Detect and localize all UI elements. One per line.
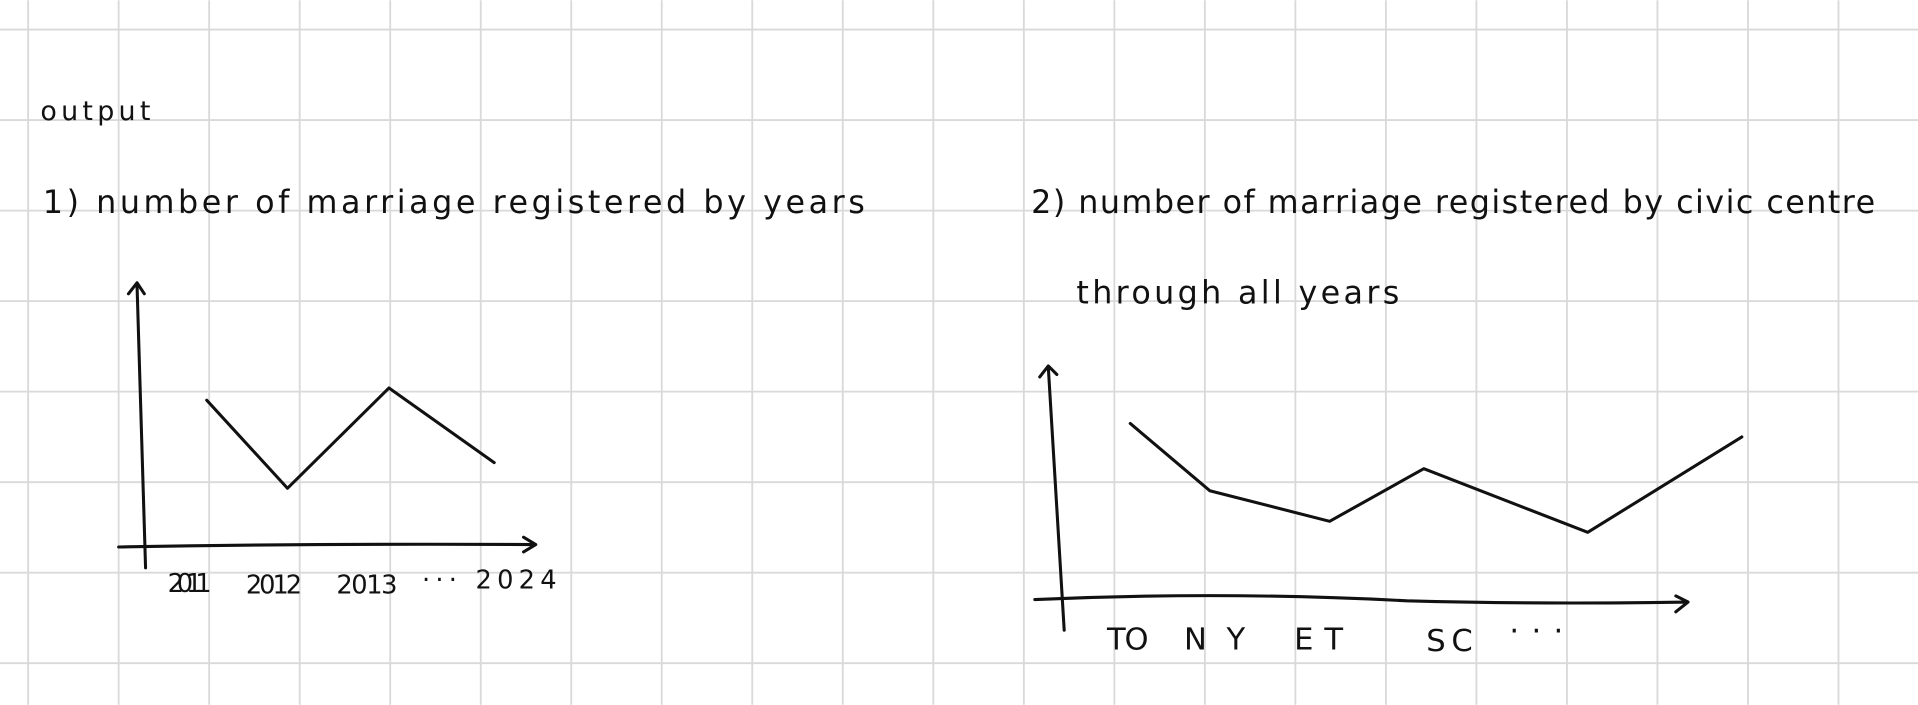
x-axis xyxy=(117,535,538,554)
y-axis xyxy=(1038,364,1066,632)
sketch-title: 2) number of marriage registered by civi… xyxy=(1031,184,1875,221)
sketch-title: 1) number of marriage registered by year… xyxy=(43,184,865,221)
sketch-line xyxy=(1128,421,1744,534)
x-label: TO xyxy=(1106,623,1149,658)
x-label: ··· xyxy=(1509,614,1563,649)
sketch-line xyxy=(205,386,496,490)
x-label: 2011 xyxy=(168,569,212,599)
heading: output xyxy=(40,96,150,127)
x-label: 2013 xyxy=(336,570,397,600)
x-label: ··· 2024 xyxy=(422,566,557,596)
x-axis xyxy=(1033,594,1690,614)
y-axis xyxy=(126,281,148,570)
x-label: ET xyxy=(1294,623,1343,658)
x-label: 2012 xyxy=(246,570,302,600)
sketch-title: through all years xyxy=(1076,275,1399,312)
x-label: NY xyxy=(1184,623,1245,658)
x-label: SC xyxy=(1426,624,1472,659)
